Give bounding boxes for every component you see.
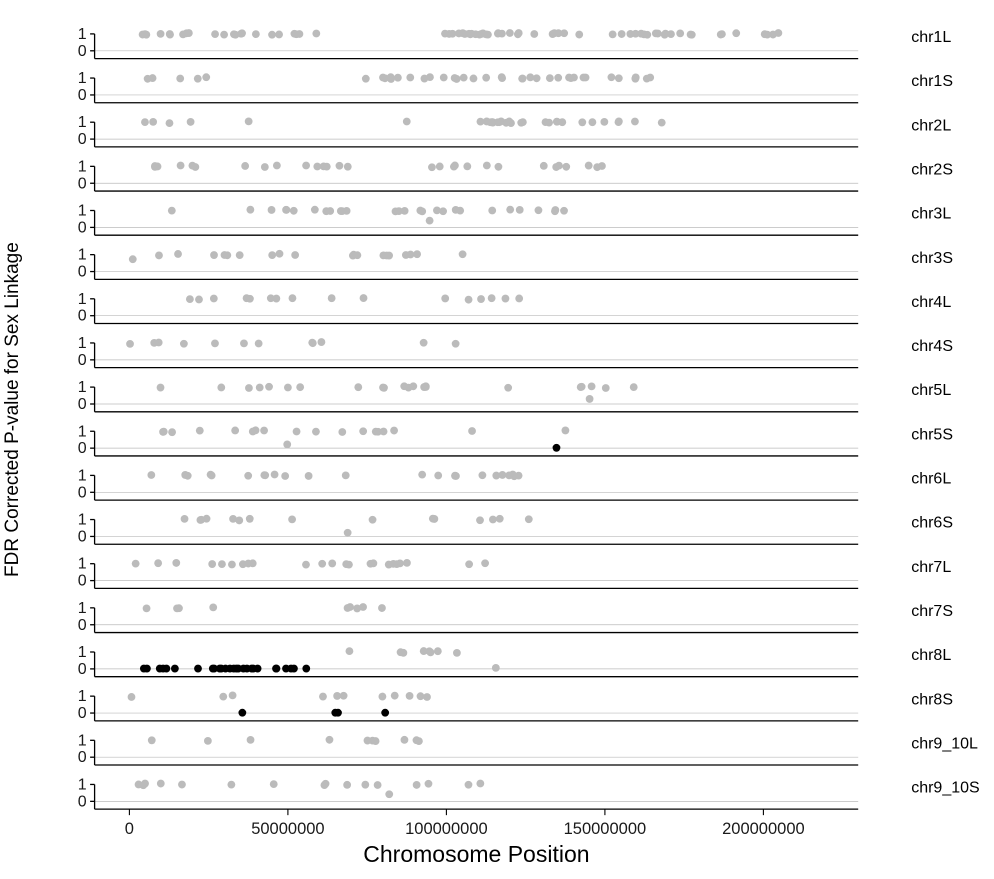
- svg-text:chr4L: chr4L: [911, 294, 951, 311]
- svg-text:1: 1: [78, 379, 87, 396]
- svg-text:0: 0: [78, 617, 87, 634]
- svg-text:1: 1: [78, 467, 87, 484]
- svg-text:chr5S: chr5S: [911, 426, 953, 443]
- svg-text:0: 0: [125, 820, 134, 838]
- svg-text:1: 1: [78, 556, 87, 573]
- svg-text:1: 1: [78, 423, 87, 440]
- svg-text:1: 1: [78, 26, 87, 43]
- svg-text:0: 0: [78, 43, 87, 60]
- svg-text:100000000: 100000000: [405, 820, 488, 838]
- svg-text:Chromosome Position: Chromosome Position: [363, 841, 589, 867]
- svg-text:FDR Corrected P-value for Sex: FDR Corrected P-value for Sex Linkage: [2, 242, 23, 577]
- svg-text:0: 0: [78, 264, 87, 281]
- svg-text:0: 0: [78, 219, 87, 236]
- svg-text:1: 1: [78, 688, 87, 705]
- svg-text:0: 0: [78, 352, 87, 369]
- svg-text:chr4S: chr4S: [911, 338, 953, 355]
- svg-text:chr7S: chr7S: [911, 603, 953, 620]
- svg-text:0: 0: [78, 87, 87, 104]
- svg-text:chr3L: chr3L: [911, 206, 951, 223]
- svg-text:chr6L: chr6L: [911, 471, 951, 488]
- svg-text:1: 1: [78, 70, 87, 87]
- svg-text:1: 1: [78, 732, 87, 749]
- svg-text:0: 0: [78, 440, 87, 457]
- svg-text:1: 1: [78, 291, 87, 308]
- svg-text:0: 0: [78, 528, 87, 545]
- svg-text:1: 1: [78, 158, 87, 175]
- svg-text:0: 0: [78, 396, 87, 413]
- svg-text:0: 0: [78, 484, 87, 501]
- svg-text:1: 1: [78, 247, 87, 264]
- svg-text:chr8S: chr8S: [911, 691, 953, 708]
- svg-text:chr3S: chr3S: [911, 250, 953, 267]
- svg-text:chr9_10L: chr9_10L: [911, 735, 978, 752]
- svg-text:0: 0: [78, 661, 87, 678]
- svg-text:1: 1: [78, 644, 87, 661]
- svg-text:0: 0: [78, 175, 87, 192]
- svg-text:150000000: 150000000: [564, 820, 647, 838]
- svg-text:1: 1: [78, 203, 87, 220]
- svg-text:1: 1: [78, 776, 87, 793]
- svg-text:0: 0: [78, 573, 87, 590]
- svg-text:1: 1: [78, 114, 87, 131]
- svg-text:chr8L: chr8L: [911, 647, 951, 664]
- svg-text:0: 0: [78, 793, 87, 810]
- svg-text:0: 0: [78, 308, 87, 325]
- svg-text:chr6S: chr6S: [911, 515, 953, 532]
- svg-text:0: 0: [78, 749, 87, 766]
- svg-text:chr2L: chr2L: [911, 117, 951, 134]
- svg-text:0: 0: [78, 705, 87, 722]
- svg-text:chr1L: chr1L: [911, 29, 951, 46]
- svg-text:200000000: 200000000: [722, 820, 805, 838]
- svg-text:0: 0: [78, 131, 87, 148]
- svg-text:1: 1: [78, 512, 87, 529]
- svg-text:chr2S: chr2S: [911, 161, 953, 178]
- svg-text:50000000: 50000000: [251, 820, 324, 838]
- svg-text:1: 1: [78, 335, 87, 352]
- svg-text:chr1S: chr1S: [911, 73, 953, 90]
- svg-text:chr7L: chr7L: [911, 559, 951, 576]
- svg-text:chr9_10S: chr9_10S: [911, 780, 980, 797]
- svg-text:chr5L: chr5L: [911, 382, 951, 399]
- svg-text:1: 1: [78, 600, 87, 617]
